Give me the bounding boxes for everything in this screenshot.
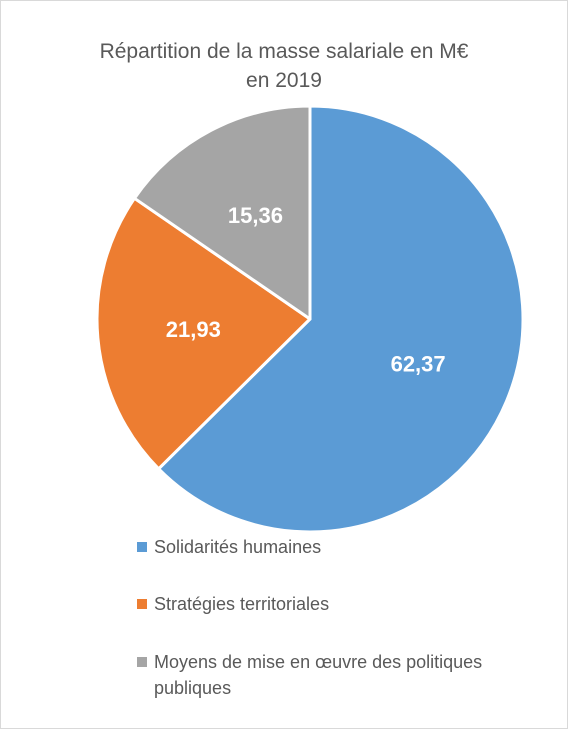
legend-swatch-solidarites: [137, 542, 147, 552]
legend-swatch-strategies: [137, 599, 147, 609]
legend-label-strategies: Stratégies territoriales: [154, 594, 330, 614]
chart-title: Répartition de la masse salariale en M€ …: [1, 37, 567, 95]
legend-label-moyens: Moyens de mise en œuvre des politiques p…: [154, 652, 483, 698]
legend-item-moyens: Moyens de mise en œuvre des politiques p…: [137, 649, 494, 701]
legend-label-solidarites: Solidarités humaines: [154, 537, 322, 557]
data-label-solidarites-humaines: 62,37: [391, 352, 446, 377]
pie-slice-moyens-de-mise-en-uvre-des-politiques-publiques: [132, 104, 312, 321]
pie-slice-strategies-territoriales: [95, 196, 312, 471]
legend-item-strategies: Stratégies territoriales: [137, 591, 554, 617]
data-label-strategies-territoriales: 21,93: [166, 317, 221, 342]
pie-slices: [95, 104, 525, 534]
pie-data-labels: 62,37 21,93 15,36: [166, 203, 446, 377]
pie-slice-solidarites-humaines: [157, 104, 525, 534]
legend-swatch-moyens: [137, 657, 147, 667]
legend-item-solidarites: Solidarités humaines: [137, 534, 554, 560]
chart-title-line-2: en 2019: [246, 69, 322, 92]
data-label-moyens-de-mise-en-uvre-des-politiques-publiques: 15,36: [228, 203, 283, 228]
chart-title-line-1: Répartition de la masse salariale en M€: [99, 40, 469, 63]
